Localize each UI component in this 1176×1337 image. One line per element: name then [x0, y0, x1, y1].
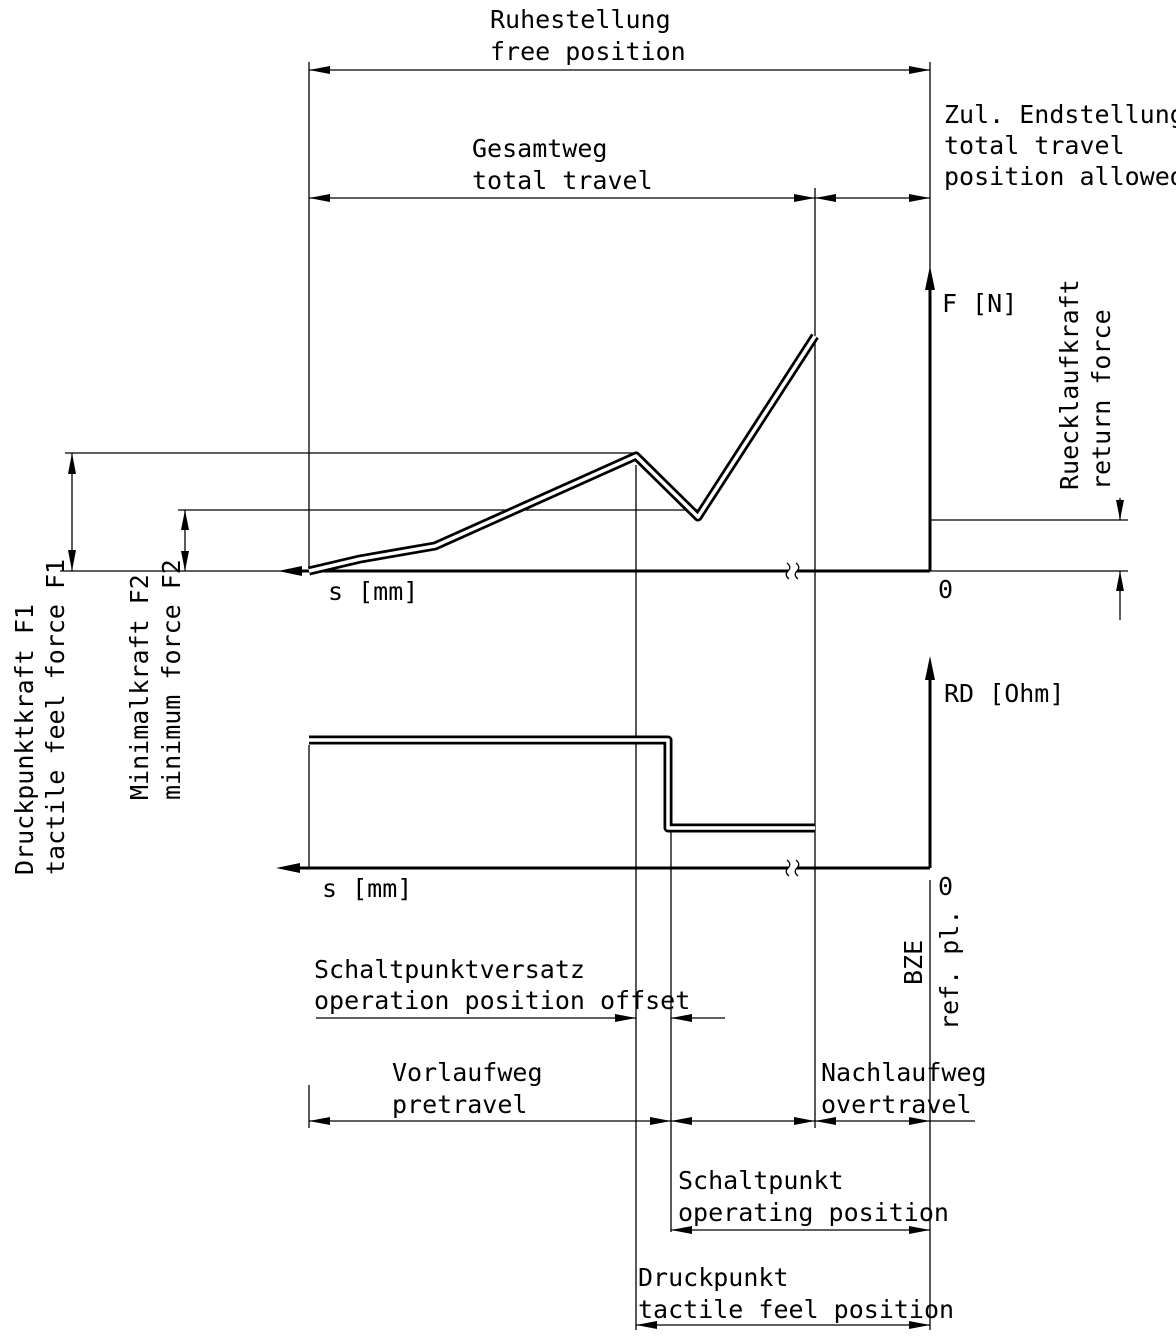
overtravel-label-de: Nachlaufweg	[821, 1058, 987, 1087]
extension-lines	[308, 62, 931, 1330]
dimension-total-travel	[309, 194, 930, 202]
dimension-return-force	[1116, 498, 1124, 620]
resistance-travel-curve	[309, 735, 815, 833]
resistance-axis-arrow	[925, 656, 935, 680]
axis-break-mark-bottom	[785, 859, 791, 877]
total-travel-label-de: Gesamtweg	[472, 134, 607, 163]
tactile-force-label-en: tactile feel force F1	[41, 559, 70, 875]
dimension-overtravel	[815, 1117, 975, 1125]
overtravel-label-en: overtravel	[821, 1090, 972, 1119]
operating-position-label-de: Schaltpunkt	[678, 1166, 844, 1195]
force-axis-arrow	[925, 266, 935, 290]
dimension-pretravel	[309, 1117, 815, 1125]
dimension-tactile-force	[68, 453, 76, 571]
travel-axis-bottom-label: s [mm]	[322, 874, 412, 903]
resistance-graph	[276, 656, 935, 877]
dimension-tactile-position	[636, 1321, 930, 1329]
dimension-operating-position	[671, 1226, 930, 1234]
labels: Ruhestellung free position Gesamtweg tot…	[10, 5, 1176, 1324]
force-reference-lines	[60, 452, 1128, 572]
dimension-operation-offset	[316, 1014, 725, 1022]
dimension-minimum-force	[181, 510, 189, 571]
allowed-position-label-en1: total travel	[944, 131, 1125, 160]
tactile-position-label-de: Druckpunkt	[638, 1263, 789, 1292]
free-position-label-en: free position	[490, 37, 686, 66]
minimum-force-label-de: Minimalkraft F2	[125, 574, 154, 800]
reference-plane-label-en: ref. pl.	[935, 910, 964, 1030]
tactile-force-label-de: Druckpunktkraft F1	[10, 604, 39, 875]
zero-bottom-label: 0	[938, 872, 953, 901]
axis-break-mark-top	[785, 562, 791, 580]
pretravel-label-de: Vorlaufweg	[392, 1058, 543, 1087]
minimum-force-label-en: minimum force F2	[157, 559, 186, 800]
tactile-position-label-en: tactile feel position	[638, 1295, 954, 1324]
resistance-axis-label: RD [Ohm]	[944, 679, 1064, 708]
travel-axis-top-arrow	[278, 566, 302, 576]
force-axis-label: F [N]	[942, 289, 1017, 318]
operating-position-label-en: operating position	[678, 1198, 949, 1227]
force-graph	[278, 266, 935, 580]
travel-axis-bottom-arrow	[276, 863, 300, 873]
travel-axis-top-label: s [mm]	[328, 577, 418, 606]
total-travel-label-en: total travel	[472, 166, 653, 195]
allowed-position-label-de: Zul. Endstellung	[944, 100, 1176, 129]
allowed-position-label-en2: position allowed	[944, 162, 1176, 191]
return-force-label-de: Ruecklaufkraft	[1055, 279, 1084, 490]
offset-label-en: operation position offset	[314, 986, 690, 1015]
free-position-label-de: Ruhestellung	[490, 5, 671, 34]
offset-label-de: Schaltpunktversatz	[314, 955, 585, 984]
reference-plane-label-de: BZE	[899, 940, 928, 985]
return-force-label-en: return force	[1087, 309, 1116, 490]
pretravel-label-en: pretravel	[392, 1090, 527, 1119]
dimension-free-position	[309, 66, 930, 74]
zero-top-label: 0	[938, 575, 953, 604]
